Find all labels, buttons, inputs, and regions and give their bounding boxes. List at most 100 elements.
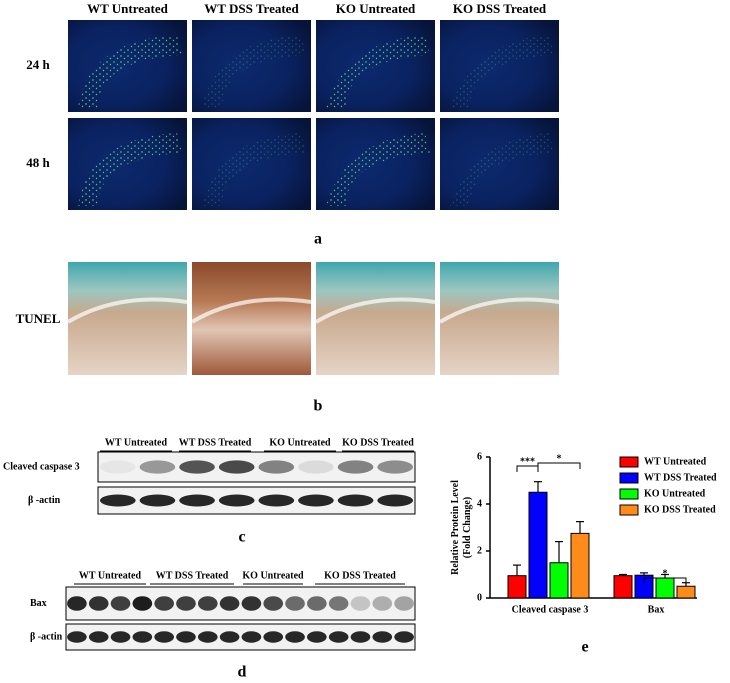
blot-band xyxy=(176,631,196,643)
blot-band xyxy=(394,596,414,611)
row-label: β -actin xyxy=(28,495,61,506)
column-header: KO Untreated xyxy=(336,1,416,16)
lane-header: WT Untreated xyxy=(79,570,142,581)
y-axis-label-line: (Fold Change) xyxy=(462,497,473,558)
row-label: Cleaved caspase 3 xyxy=(3,461,80,472)
y-axis-label-line: Relative Protein Level xyxy=(450,480,461,575)
tunel-image xyxy=(316,262,435,375)
significance-label: * xyxy=(663,568,668,579)
blot-band xyxy=(263,596,284,611)
row-label: Bax xyxy=(30,598,47,609)
column-header: KO DSS Treated xyxy=(453,1,547,16)
blot-band xyxy=(377,494,414,507)
legend-label: WT Untreated xyxy=(644,456,707,467)
blot-band xyxy=(110,631,131,643)
y-tick-label: 2 xyxy=(477,545,482,556)
blot-band xyxy=(219,631,240,643)
significance-bracket xyxy=(537,462,581,469)
blot-band xyxy=(307,631,327,643)
fluorescence-signal xyxy=(326,133,430,206)
significance-bracket xyxy=(643,577,687,584)
blot-band xyxy=(218,460,255,474)
blot-band xyxy=(328,631,349,643)
y-axis-label: Relative Protein Level(Fold Change) xyxy=(450,480,473,575)
fluorescence-signal xyxy=(450,35,554,108)
fluorescence-signal xyxy=(202,35,306,108)
bar xyxy=(634,574,654,599)
tissue-curve xyxy=(438,297,560,324)
blot-band xyxy=(285,596,305,611)
tunel-image xyxy=(440,262,559,375)
y-tick-label: 0 xyxy=(477,592,482,603)
blot-band xyxy=(179,494,215,507)
blot-band xyxy=(328,596,349,611)
blot-band xyxy=(241,596,262,611)
row-label: TUNEL xyxy=(16,311,61,326)
blot-band xyxy=(179,460,215,474)
blot-band xyxy=(99,494,136,507)
legend-label: KO Untreated xyxy=(644,488,706,499)
fluorescence-signal xyxy=(450,133,554,206)
y-tick-label: 4 xyxy=(477,498,482,509)
blot-band xyxy=(67,596,87,611)
legend-swatch xyxy=(619,488,639,500)
x-tick-label: Bax xyxy=(648,604,665,615)
blot-band xyxy=(298,460,334,474)
x-tick-label: Cleaved caspase 3 xyxy=(512,604,589,615)
bar xyxy=(613,575,633,599)
blot-band xyxy=(88,596,109,611)
blot-band xyxy=(154,596,174,611)
blot-band xyxy=(197,596,218,611)
lane-header: KO DSS Treated xyxy=(342,437,414,448)
blot-band xyxy=(88,631,109,643)
panel-label: b xyxy=(314,398,323,415)
blot-band xyxy=(197,631,218,643)
legend-swatch xyxy=(619,472,639,484)
blot-band xyxy=(377,460,414,474)
blot-band xyxy=(176,596,196,611)
blot-band xyxy=(350,631,371,643)
blot-band xyxy=(139,460,176,474)
blot-band xyxy=(99,460,136,474)
lane-header: KO DSS Treated xyxy=(324,570,396,581)
panel-label: a xyxy=(314,231,322,248)
tunel-image xyxy=(68,262,187,375)
blot-band xyxy=(285,631,305,643)
y-tick-label: 6 xyxy=(477,451,482,462)
blot-band xyxy=(241,631,262,643)
bar xyxy=(570,532,590,599)
blot-band xyxy=(132,631,153,643)
panel-label: d xyxy=(238,664,247,681)
blot-band xyxy=(298,494,334,507)
blot-band xyxy=(219,596,240,611)
fluorescence-signal xyxy=(202,133,306,206)
legend-swatch xyxy=(619,456,639,468)
blot-band xyxy=(139,494,176,507)
blot-band xyxy=(154,631,174,643)
legend-label: WT DSS Treated xyxy=(644,472,717,483)
blot-band xyxy=(394,631,414,643)
lane-header: WT Untreated xyxy=(105,437,168,448)
tissue-curve xyxy=(314,297,436,324)
blot-band xyxy=(337,494,374,507)
legend-swatch xyxy=(619,504,639,516)
tissue-curve xyxy=(66,297,188,324)
blot-band xyxy=(110,596,131,611)
blot-band xyxy=(258,460,295,474)
significance-label: *** xyxy=(520,456,535,467)
fluorescence-signal xyxy=(78,35,182,108)
lane-header: KO Untreated xyxy=(242,570,304,581)
bar xyxy=(528,491,548,599)
blot-band xyxy=(337,460,374,474)
row-label: 48 h xyxy=(26,155,50,170)
blot-band xyxy=(67,631,87,643)
fluorescence-signal xyxy=(326,35,430,108)
blot-band xyxy=(372,596,393,611)
row-label: β -actin xyxy=(30,631,63,642)
tunel-image xyxy=(192,262,311,375)
panel-label: c xyxy=(238,529,245,546)
blot-band xyxy=(218,494,255,507)
column-header: WT DSS Treated xyxy=(204,1,299,16)
legend-label: KO DSS Treated xyxy=(644,504,716,515)
